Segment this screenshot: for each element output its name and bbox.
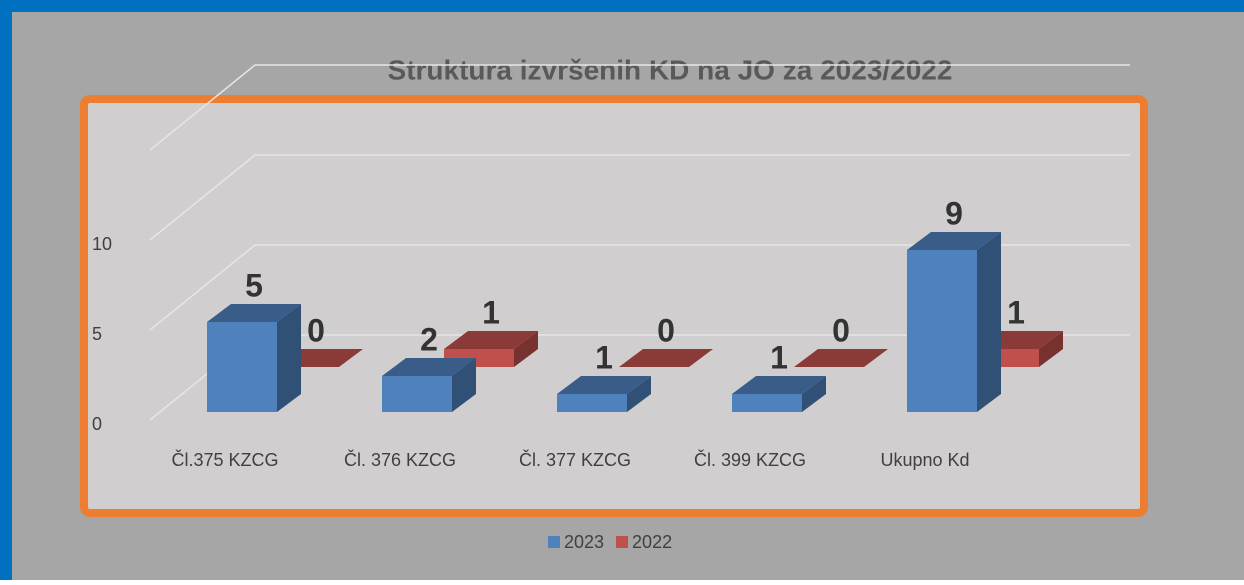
bar-front <box>732 394 802 412</box>
y-tick-label: 5 <box>92 324 102 344</box>
grid-line <box>149 64 1130 151</box>
bar <box>382 358 476 412</box>
bars: 0 5 1 2 0 1 0 1 1 9 <box>207 195 1063 412</box>
data-label: 0 <box>657 312 675 348</box>
data-label: 1 <box>770 339 788 375</box>
data-label: 9 <box>945 195 963 231</box>
data-label: 2 <box>420 321 438 357</box>
legend-swatch <box>548 536 560 548</box>
bar <box>207 304 301 412</box>
data-label: 0 <box>832 312 850 348</box>
y-tick-label: 10 <box>92 234 112 254</box>
plot-frame <box>80 95 1148 517</box>
data-label: 1 <box>1007 294 1025 330</box>
data-label: 5 <box>245 267 263 303</box>
bar <box>794 349 888 367</box>
grid-line <box>149 244 1130 331</box>
bar-top <box>557 376 651 394</box>
grid <box>149 64 1130 421</box>
bar <box>732 376 826 412</box>
bar-top <box>794 349 888 367</box>
bar-front <box>557 394 627 412</box>
bar-front <box>907 250 977 412</box>
bar-side <box>627 376 651 412</box>
bar-side <box>977 232 1001 412</box>
bar-top <box>207 304 301 322</box>
x-tick-label: Čl. 377 KZCG <box>519 449 631 470</box>
legend-swatch <box>616 536 629 548</box>
bar-top <box>619 349 713 367</box>
bar-side <box>514 331 538 367</box>
bar-side <box>802 376 826 412</box>
grid-line <box>149 154 1130 241</box>
legend-label: 2023 <box>564 532 604 552</box>
x-tick-label: Ukupno Kd <box>880 450 969 470</box>
bar <box>619 349 713 367</box>
x-tick-label: Čl.375 KZCG <box>171 449 278 470</box>
bar <box>907 232 1001 412</box>
bar-top <box>907 232 1001 250</box>
data-label: 1 <box>482 294 500 330</box>
y-tick-label: 0 <box>92 414 102 434</box>
bar-side <box>1039 331 1063 367</box>
bar-top <box>732 376 826 394</box>
legend-label: 2022 <box>632 532 672 552</box>
data-label: 0 <box>307 312 325 348</box>
bar-front <box>207 322 277 412</box>
chart-title: Struktura izvršenih KD na JO za 2023/202… <box>388 54 953 85</box>
x-tick-label: Čl. 399 KZCG <box>694 449 806 470</box>
bar-top <box>444 331 538 349</box>
data-label: 1 <box>595 339 613 375</box>
bar-top <box>382 358 476 376</box>
bar <box>557 376 651 412</box>
x-tick-label: Čl. 376 KZCG <box>344 449 456 470</box>
bar-side <box>277 304 301 412</box>
bar-front <box>382 376 452 412</box>
